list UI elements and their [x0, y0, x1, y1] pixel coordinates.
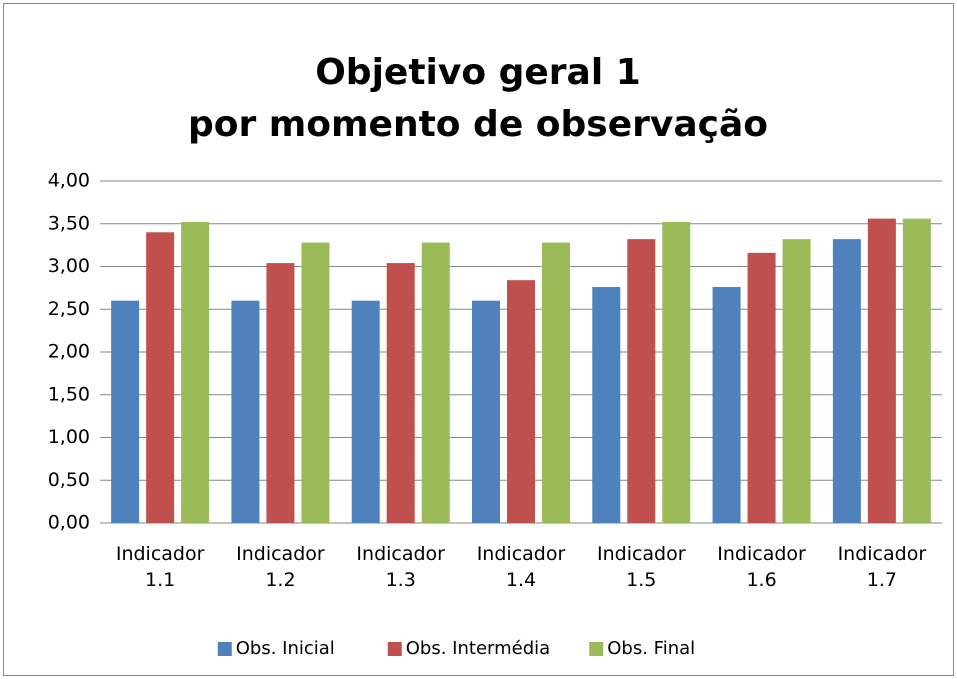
x-tick-label: Indicador 1.4 [477, 543, 566, 591]
y-tick-label: 0,50 [48, 469, 90, 491]
bar [542, 242, 570, 523]
x-tick-label: Indicador 1.2 [236, 543, 325, 591]
legend-label: Obs. Final [607, 638, 695, 659]
y-tick-label: 3,50 [48, 212, 90, 234]
bar [146, 232, 175, 524]
bar [421, 242, 450, 523]
x-tick-label: Indicador 1.1 [116, 543, 205, 591]
bar [231, 300, 260, 523]
chart-title: Objetivo geral 1 [315, 52, 641, 93]
y-tick-label: 2,50 [48, 298, 90, 320]
legend-swatch [217, 642, 232, 656]
y-tick-label: 0,00 [48, 512, 90, 534]
bar [351, 300, 380, 523]
x-tick-label: Indicador 1.7 [838, 543, 927, 591]
bar [301, 242, 330, 523]
y-tick-label: 3,00 [48, 255, 90, 277]
x-tick-label: Indicador 1.3 [356, 543, 445, 591]
x-tick-label: Indicador 1.5 [597, 543, 686, 591]
bar [111, 300, 140, 523]
legend-swatch [387, 642, 402, 656]
bar [867, 218, 896, 523]
bar [747, 252, 776, 523]
bar [592, 287, 621, 523]
legend-label: Obs. Intermédia [406, 638, 550, 659]
bar [782, 239, 811, 523]
y-tick-label: 1,50 [48, 383, 90, 405]
bar [832, 239, 861, 523]
bar [181, 222, 210, 524]
y-tick-label: 1,00 [48, 426, 90, 448]
bar [902, 218, 931, 523]
bar [507, 280, 535, 523]
bar [386, 263, 415, 523]
bar [627, 239, 656, 523]
bar [472, 300, 500, 523]
legend-label: Obs. Inicial [236, 638, 335, 659]
y-tick-label: 2,00 [48, 341, 90, 363]
bar [712, 287, 741, 523]
x-tick-label: Indicador 1.6 [717, 543, 806, 591]
bar [662, 222, 691, 524]
legend-swatch [589, 642, 604, 656]
y-tick-label: 4,00 [48, 170, 90, 192]
chart-title: por momento de observação [188, 104, 768, 145]
bar [266, 263, 295, 523]
